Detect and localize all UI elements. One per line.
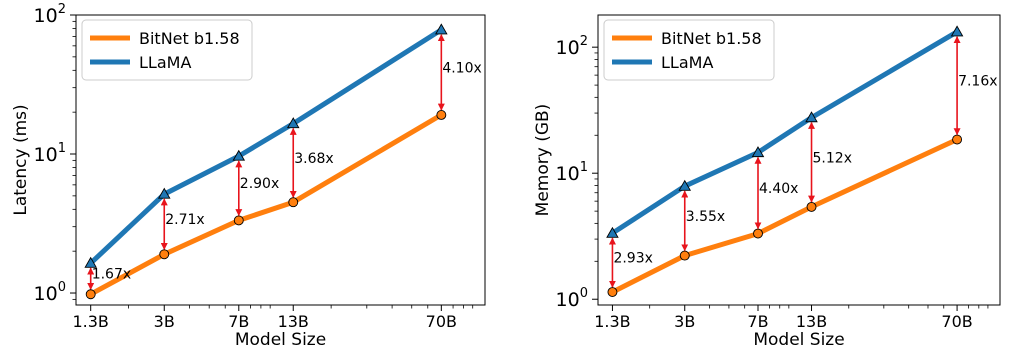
ratio-label: 4.40x [759, 181, 798, 197]
x-tick-label: 1.3B [72, 312, 108, 331]
data-point [678, 179, 692, 191]
data-point [606, 226, 619, 238]
data-point [435, 23, 448, 35]
series-line-bitnet-b1-58 [609, 137, 960, 295]
data-point [952, 134, 963, 145]
y-tick-label: 100 [556, 286, 588, 311]
plot-frame [75, 14, 486, 306]
ratio-label: 7.16x [958, 74, 997, 90]
data-point [233, 215, 244, 226]
y-tick-label: 101 [556, 160, 588, 185]
y-tick-label: 101 [34, 141, 66, 166]
ratio-label: 4.10x [442, 60, 481, 76]
y-tick-label: 102 [556, 34, 588, 59]
ratio-label: 2.93x [613, 251, 652, 267]
data-point [436, 109, 447, 120]
x-tick-label: 3B [674, 312, 695, 331]
data-point [679, 250, 690, 261]
legend: BitNet b1.58 LLaMA [603, 19, 775, 81]
legend-label: BitNet b1.58 [139, 29, 240, 48]
data-point [286, 117, 300, 129]
x-tick-label: 70B [941, 312, 972, 331]
data-point [157, 187, 171, 199]
y-tick-label: 102 [34, 2, 66, 27]
x-tick-label: 13B [796, 312, 827, 331]
legend-box [603, 19, 775, 81]
legend-box [81, 19, 253, 81]
data-point [84, 256, 97, 268]
data-point [607, 287, 618, 298]
data-point [288, 197, 299, 208]
data-point [805, 111, 818, 123]
legend-label: BitNet b1.58 [661, 29, 762, 48]
ratio-label: 1.67x [92, 267, 131, 283]
plot-frame [597, 14, 1001, 306]
ratio-label: 2.71x [165, 212, 204, 228]
data-point [85, 289, 96, 300]
legend-label: LLaMA [661, 53, 713, 72]
x-axis-title: Model Size [753, 330, 844, 350]
data-point [753, 228, 763, 239]
data-point [950, 25, 964, 37]
ratio-label: 3.55x [686, 209, 725, 225]
x-tick-label: 70B [426, 312, 457, 331]
data-point [806, 201, 817, 212]
data-point [232, 149, 246, 161]
x-tick-label: 3B [154, 312, 175, 331]
ratio-label: 3.68x [294, 151, 333, 167]
ratio-label: 5.12x [813, 150, 852, 166]
data-point [751, 146, 765, 158]
x-tick-label: 7B [747, 312, 768, 331]
x-tick-label: 1.3B [594, 312, 630, 331]
x-axis-title: Model Size [235, 330, 326, 350]
latency-chart: 100 101 102 1.3B 3B 7B 13B 70B Model Size Latency… [11, 2, 486, 350]
legend-label: LLaMA [139, 53, 191, 72]
y-axis-title: Latency (ms) [11, 104, 31, 215]
memory-chart: 100 101 102 1.3B 3B 7B 13B 70B Model Size Memory … [533, 14, 1001, 350]
y-axis-title: Memory (GB) [533, 104, 553, 217]
x-tick-label: 7B [228, 312, 249, 331]
ratio-label: 2.90x [240, 176, 279, 192]
y-tick-label: 100 [34, 280, 66, 305]
data-point [159, 249, 170, 260]
legend: BitNet b1.58 LLaMA [81, 19, 253, 81]
x-tick-label: 13B [278, 312, 309, 331]
